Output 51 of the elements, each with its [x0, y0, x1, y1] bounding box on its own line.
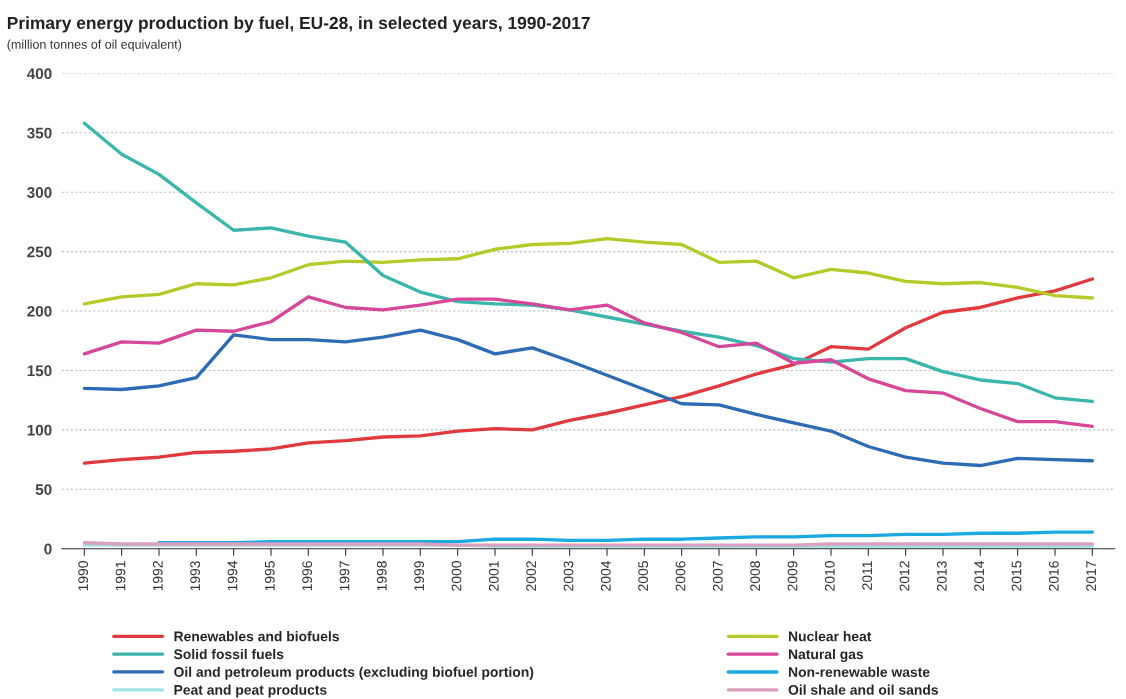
line-series — [82, 328, 1095, 468]
x-tick-label: 1992 — [152, 561, 163, 591]
x-tick-label: 2013 — [936, 561, 947, 591]
x-tick-label: 2006 — [675, 561, 686, 591]
x-tick-label: 2016 — [1048, 561, 1059, 591]
x-tick-label: 2005 — [638, 561, 649, 591]
x-tick-label: 2001 — [488, 561, 499, 591]
y-tick-label: 300 — [27, 187, 52, 198]
legend-label: Oil shale and oil sands — [788, 684, 938, 695]
x-tick-label: 2017 — [1086, 561, 1097, 591]
legend-label: Natural gas — [788, 648, 864, 662]
line-series — [82, 277, 1095, 465]
x-tick-label: 1997 — [339, 561, 350, 591]
x-tick-label: 1991 — [115, 561, 126, 591]
legend-label: Non-renewable waste — [788, 666, 930, 677]
y-tick-label: 350 — [27, 127, 52, 139]
y-tick-label: 100 — [27, 424, 52, 436]
x-tick-label: 2000 — [451, 561, 462, 591]
line-series — [82, 236, 1095, 306]
legend-label: Renewables and biofuels — [174, 631, 339, 642]
x-tick-label: 2007 — [712, 561, 723, 591]
y-tick-label: 200 — [27, 305, 52, 317]
x-tick-label: 2011 — [862, 561, 873, 590]
y-tick-label: 400 — [26, 68, 52, 80]
x-tick-label: 2002 — [526, 561, 537, 591]
x-tick-label: 1998 — [376, 561, 387, 591]
x-tick-label: 2004 — [600, 560, 611, 591]
x-tick-label: 1999 — [414, 561, 425, 591]
legend-label: Oil and petroleum products (excluding biofuel portion) — [174, 666, 534, 680]
chart-title: Primary energy production by fuel, EU-28, in selected years, 1990-2017 — [7, 16, 590, 33]
x-tick-label: 1994 — [227, 560, 238, 591]
x-tick-label: 1990 — [78, 561, 89, 591]
y-tick-label: 0 — [44, 543, 52, 555]
x-tick-label: 2012 — [899, 561, 910, 591]
x-tick-label: 2010 — [824, 561, 835, 591]
x-tick-label: 2003 — [563, 561, 574, 591]
y-tick-label: 150 — [27, 365, 52, 377]
y-tick-label: 250 — [27, 246, 52, 258]
x-tick-label: 1993 — [190, 561, 201, 591]
legend-label: Peat and peat products — [174, 684, 327, 698]
x-tick-label: 2014 — [974, 560, 985, 591]
chart-subtitle: (million tonnes of oil equivalent) — [7, 39, 182, 52]
x-tick-label: 2015 — [1011, 561, 1022, 591]
x-tick-label: 2009 — [787, 561, 798, 591]
y-tick-label: 50 — [35, 484, 52, 495]
line-series — [82, 295, 1095, 428]
legend-label: Nuclear heat — [788, 631, 872, 642]
x-tick-label: 1995 — [264, 561, 275, 591]
x-tick-label: 2008 — [750, 561, 761, 591]
legend-label: Solid fossil fuels — [173, 648, 284, 660]
x-tick-label: 1996 — [302, 561, 313, 591]
